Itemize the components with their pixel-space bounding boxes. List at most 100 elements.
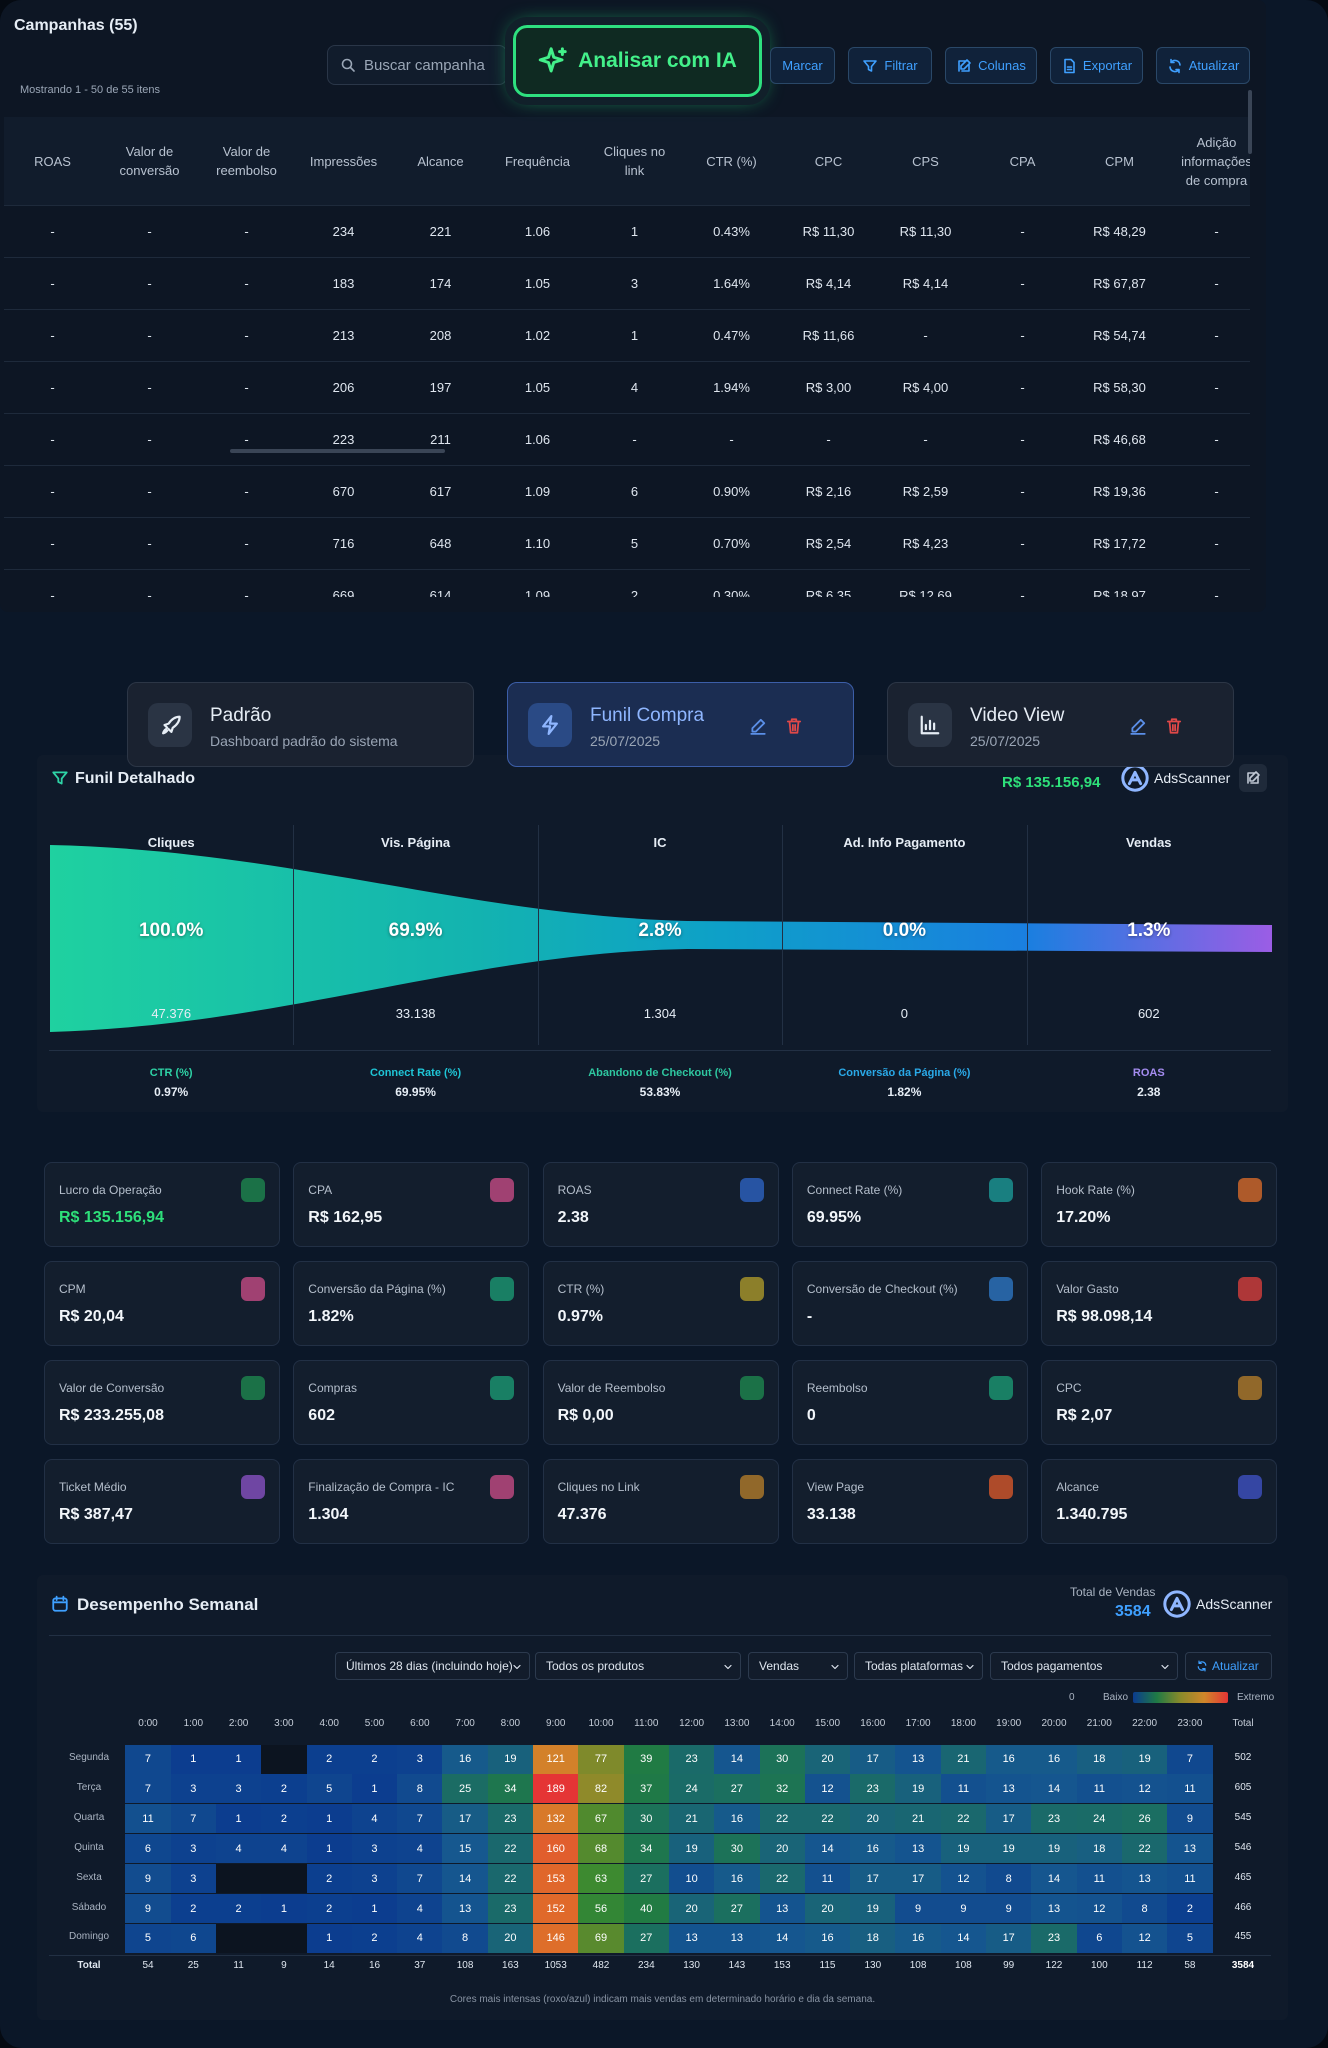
table-row[interactable]: - - -716 648 1.10 5 0.70% R$ 2,54 R$ 4,23- R$ 17,… — [4, 517, 1250, 570]
heat-cell: 63 — [578, 1864, 624, 1894]
stage-percent: 100.0% — [138, 920, 204, 941]
table-cell: 5 — [586, 517, 683, 570]
total-sales-label: Total de Vendas — [1070, 1585, 1156, 1599]
search-box[interactable]: Buscar campanha — [327, 45, 507, 85]
heat-cell: 2 — [306, 1744, 352, 1774]
table-cell: - — [877, 413, 974, 466]
kpi-label: CPC — [1056, 1381, 1082, 1395]
heat-cell: 30 — [759, 1744, 805, 1774]
table-cell: - — [198, 413, 295, 466]
edit-button[interactable] — [1239, 764, 1267, 792]
table-cell: 2 — [586, 569, 683, 597]
table-row[interactable]: - - -234 221 1.06 1 0.43% R$ 11,30 R$ 11,30- R$ 4… — [4, 205, 1250, 258]
table-row[interactable]: - - -223 211 1.06- - - - - R$ 46,68- — [4, 413, 1250, 466]
edit-icon — [1130, 718, 1146, 735]
kpi-value: R$ 233.255,08 — [59, 1407, 164, 1424]
column-header[interactable]: Valor de conversão — [101, 117, 198, 206]
column-header[interactable]: CPC — [780, 117, 877, 206]
column-header[interactable]: CPA — [974, 117, 1071, 206]
heat-cell: 67 — [578, 1804, 624, 1834]
legend-low: Baixo — [1103, 1692, 1129, 1703]
column-total: 1053 — [544, 1960, 567, 1971]
column-header[interactable]: ROAS — [4, 117, 101, 206]
stage-name: Vis. Página — [381, 835, 451, 850]
filter-select[interactable]: Todos pagamentos — [990, 1652, 1178, 1680]
toolbar-button[interactable]: Atualizar — [1156, 47, 1250, 84]
heat-cell: 4 — [397, 1834, 443, 1864]
heat-cell: 21 — [940, 1744, 987, 1774]
heat-cell: 9 — [125, 1894, 171, 1923]
kpi-value: 602 — [308, 1407, 335, 1424]
heat-cell: 3 — [170, 1834, 216, 1864]
kpi-icon — [739, 1277, 764, 1301]
filter-select[interactable]: Todos os produtos — [535, 1652, 741, 1680]
brand: AdsScanner — [1162, 1589, 1272, 1619]
stage-count: 1.304 — [643, 1006, 677, 1021]
kpi-value: - — [806, 1308, 813, 1325]
row-total: 546 — [1234, 1841, 1252, 1853]
metric-value: 53.83% — [639, 1085, 681, 1099]
table-row[interactable]: - - -206 197 1.05 4 1.94% R$ 3,00 R$ 4,00- R$ 58,… — [4, 361, 1250, 414]
column-header[interactable]: Valor de reembolso — [198, 117, 295, 206]
column-header[interactable]: Alcance — [392, 117, 489, 206]
table-row[interactable]: - - -183 174 1.05 3 1.64% R$ 4,14 R$ 4,14- R$ 67,… — [4, 257, 1250, 310]
table-row[interactable]: - - -670 617 1.09 6 0.90% R$ 2,16 R$ 2,59- R$ 19,… — [4, 465, 1250, 518]
table-row[interactable]: - - -213 208 1.02 1 0.47% R$ 11,66- - R$ 54,74- — [4, 309, 1250, 362]
search-icon — [341, 58, 355, 72]
column-total: 122 — [1045, 1960, 1063, 1971]
row-total: 465 — [1234, 1871, 1252, 1883]
table-row[interactable]: - - -669 614 1.09 2 0.30% R$ 6,35 R$ 12,69- R$ 18… — [4, 569, 1250, 597]
column-header[interactable]: CPS — [877, 117, 974, 206]
table-title: Campanhas (55) — [14, 17, 138, 34]
column-header[interactable]: Frequência — [489, 117, 586, 206]
ai-button[interactable]: Analisar com IA — [505, 17, 770, 105]
table-cell: R$ 4,23 — [877, 517, 974, 570]
heat-cell — [215, 1864, 262, 1894]
dashboard-tab[interactable]: Video View 25/07/2025 — [887, 682, 1234, 767]
refresh-button[interactable]: Atualizar — [1185, 1652, 1272, 1680]
tab-title: Funil Compra — [590, 705, 705, 726]
heat-cell — [261, 1744, 307, 1774]
column-header[interactable]: Impressões — [295, 117, 392, 206]
table-cell: 1.64% — [683, 257, 780, 310]
column-header[interactable]: CPM — [1071, 117, 1168, 206]
kpi-card: CTR (%) 0.97% — [542, 1261, 779, 1346]
table-cell: - — [198, 517, 295, 570]
heat-cell: 32 — [759, 1774, 805, 1804]
table-cell: - — [4, 361, 101, 414]
v-scrollbar[interactable] — [1248, 90, 1252, 154]
heat-cell: 12 — [804, 1774, 851, 1804]
table-cell: - — [198, 465, 295, 518]
filter-select[interactable]: Últimos 28 dias (incluindo hoje) — [335, 1652, 530, 1680]
table-cell: - — [974, 465, 1071, 518]
heat-cell: 12 — [1121, 1923, 1168, 1953]
column-header[interactable]: CTR (%) — [683, 117, 780, 206]
column-header[interactable]: Adição informações de compra — [1168, 117, 1250, 206]
filter-select[interactable]: Todas plataformas — [854, 1652, 983, 1680]
dashboard-tab[interactable]: Funil Compra 25/07/2025 — [507, 682, 854, 767]
heat-cell: 11 — [940, 1774, 987, 1804]
button-label: Atualizar — [1188, 58, 1240, 73]
filter-select[interactable]: Vendas — [748, 1652, 848, 1680]
refresh-label: Atualizar — [1212, 1659, 1259, 1673]
heat-cell: 16 — [1031, 1744, 1077, 1774]
heat-cell: 56 — [578, 1894, 624, 1923]
heat-cell: 152 — [533, 1894, 579, 1923]
heat-cell: 189 — [533, 1774, 579, 1804]
kpi-value: R$ 162,95 — [308, 1209, 383, 1226]
column-header[interactable]: Cliques no link — [586, 117, 683, 206]
kpi-value: R$ 135.156,94 — [59, 1209, 164, 1226]
hour-label: 17:00 — [905, 1718, 931, 1729]
heat-cell: 1 — [351, 1894, 398, 1923]
kpi-value: 0.97% — [557, 1308, 603, 1325]
toolbar-button[interactable]: Marcar — [770, 47, 835, 84]
h-scrollbar[interactable] — [230, 449, 445, 453]
heat-cell: 20 — [850, 1804, 896, 1834]
table-cell: 1.06 — [489, 205, 586, 258]
toolbar-button[interactable]: Exportar — [1050, 47, 1143, 84]
kpi-icon — [241, 1376, 265, 1400]
toolbar-button[interactable]: Colunas — [945, 47, 1037, 84]
toolbar-button[interactable]: Filtrar — [848, 47, 932, 84]
dashboard-tab[interactable]: Padrão Dashboard padrão do sistema — [127, 682, 474, 767]
heat-cell: 5 — [1167, 1923, 1213, 1953]
